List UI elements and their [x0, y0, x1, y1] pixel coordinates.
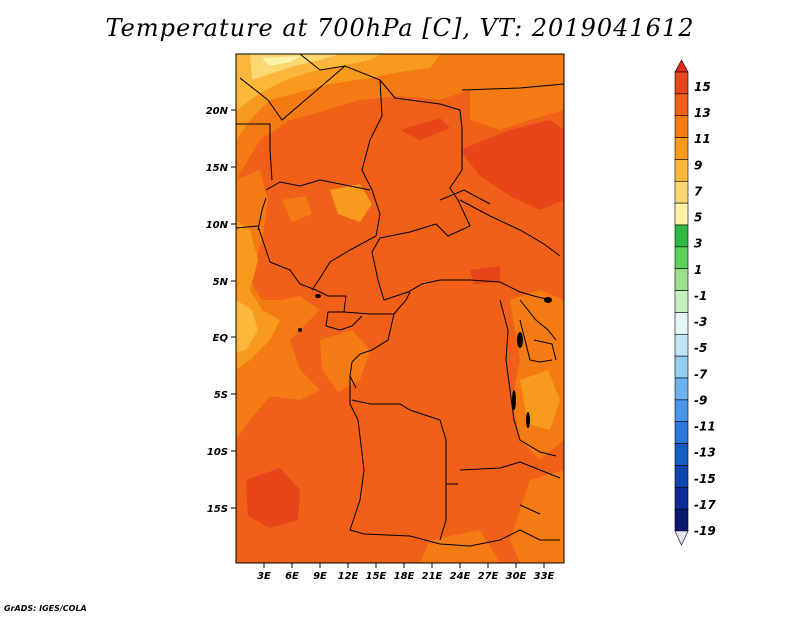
field-hot-n: [400, 118, 450, 140]
colorbar-label: -13: [694, 446, 716, 460]
colorbar-swatch: [674, 312, 689, 335]
colorbar-swatch: [674, 443, 689, 466]
lon-label: 6E: [285, 571, 299, 582]
colorbar-label: 7: [694, 184, 703, 198]
field-coast-11: [236, 170, 320, 440]
lon-label: 21E: [422, 571, 443, 582]
lon-label: 33E: [534, 571, 555, 582]
colorbar-label: -5: [694, 341, 707, 355]
colorbar-swatch: [674, 93, 689, 117]
colorbar-label: -3: [694, 315, 707, 329]
colorbar-swatch: [674, 355, 689, 379]
colorbar-swatch: [674, 486, 689, 510]
field-north-3: [262, 56, 300, 66]
colorbar-swatch: [674, 377, 689, 401]
lat-label: 5N: [213, 277, 229, 288]
lon-label: 24E: [450, 571, 471, 582]
field-coast-7: [236, 300, 258, 352]
colorbar-label: -17: [694, 498, 716, 512]
colorbar-swatch: [674, 421, 689, 444]
colorbar: 15 13 11 9 7 5 3 1 -1 -3 -5 -7 -9 -11 -13 -15 -17 -19: [674, 59, 716, 546]
lon-label: 15E: [366, 571, 387, 582]
colorbar-label: -19: [694, 524, 716, 538]
field-spot-1: [330, 184, 372, 222]
lat-axis: 20N 15N 10N 5N EQ 5S 10S 15S: [206, 106, 236, 515]
colorbar-label: -1: [694, 289, 707, 303]
lat-label: EQ: [213, 333, 229, 344]
colorbar-label: 5: [694, 211, 702, 225]
colorbar-swatch: [674, 180, 689, 204]
field-east-9: [520, 370, 560, 430]
field-spot-2: [282, 196, 312, 222]
lat-label: 5S: [214, 390, 228, 401]
chart-title: Temperature at 700hPa [C], VT: 201904161…: [105, 14, 695, 42]
colorbar-swatch: [674, 137, 689, 160]
lat-label: 20N: [206, 106, 229, 117]
lon-label: 3E: [257, 571, 271, 582]
credit-label: GrADS: IGES/COLA: [4, 604, 87, 613]
colorbar-swatch: [674, 224, 689, 248]
lon-label: 9E: [313, 571, 327, 582]
lon-axis: 3E 6E 9E 12E 15E 18E 21E 24E 27E 30E 33E: [257, 563, 555, 582]
colorbar-swatch: [674, 115, 689, 138]
colorbar-swatch: [674, 268, 689, 291]
lon-label: 30E: [506, 571, 527, 582]
colorbar-label: -9: [694, 393, 707, 407]
field-hot-sw: [246, 468, 300, 528]
lon-label: 12E: [338, 571, 359, 582]
field-s-11: [420, 530, 500, 563]
colorbar-label: 15: [694, 80, 711, 94]
colorbar-swatch: [674, 290, 689, 313]
colorbar-swatch: [674, 71, 689, 95]
colorbar-swatch: [674, 399, 689, 423]
lon-label: 27E: [478, 571, 499, 582]
colorbar-bottom-arrow: [674, 530, 689, 546]
colorbar-label: -15: [694, 472, 716, 486]
colorbar-label: 9: [694, 158, 702, 172]
lat-label: 15N: [206, 163, 229, 174]
field-hot-c: [470, 266, 500, 284]
lakes: [298, 294, 552, 428]
colorbar-swatch: [674, 333, 689, 357]
colorbar-swatch: [674, 508, 689, 532]
colorbar-label: 3: [694, 237, 702, 251]
colorbar-swatch: [674, 159, 689, 182]
colorbar-label: 1: [694, 263, 702, 277]
lon-label: 18E: [394, 571, 415, 582]
colorbar-label: 11: [694, 132, 711, 146]
colorbar-swatch: [674, 465, 689, 488]
field-spot-3: [320, 330, 370, 392]
colorbar-top-arrow: [674, 59, 689, 73]
colorbar-swatch: [674, 202, 689, 226]
lat-label: 10N: [206, 220, 229, 231]
colorbar-label: -11: [694, 420, 716, 434]
lat-label: 15S: [207, 504, 228, 515]
colorbar-label: 13: [694, 106, 711, 120]
map-frame: [235, 53, 565, 564]
field-hot-ne: [460, 120, 564, 210]
lat-label: 10S: [207, 447, 228, 458]
field-ne-11: [470, 78, 564, 130]
temperature-field: [236, 54, 564, 563]
colorbar-label: -7: [694, 367, 708, 381]
colorbar-swatch: [674, 246, 689, 270]
country-borders: [236, 54, 564, 547]
